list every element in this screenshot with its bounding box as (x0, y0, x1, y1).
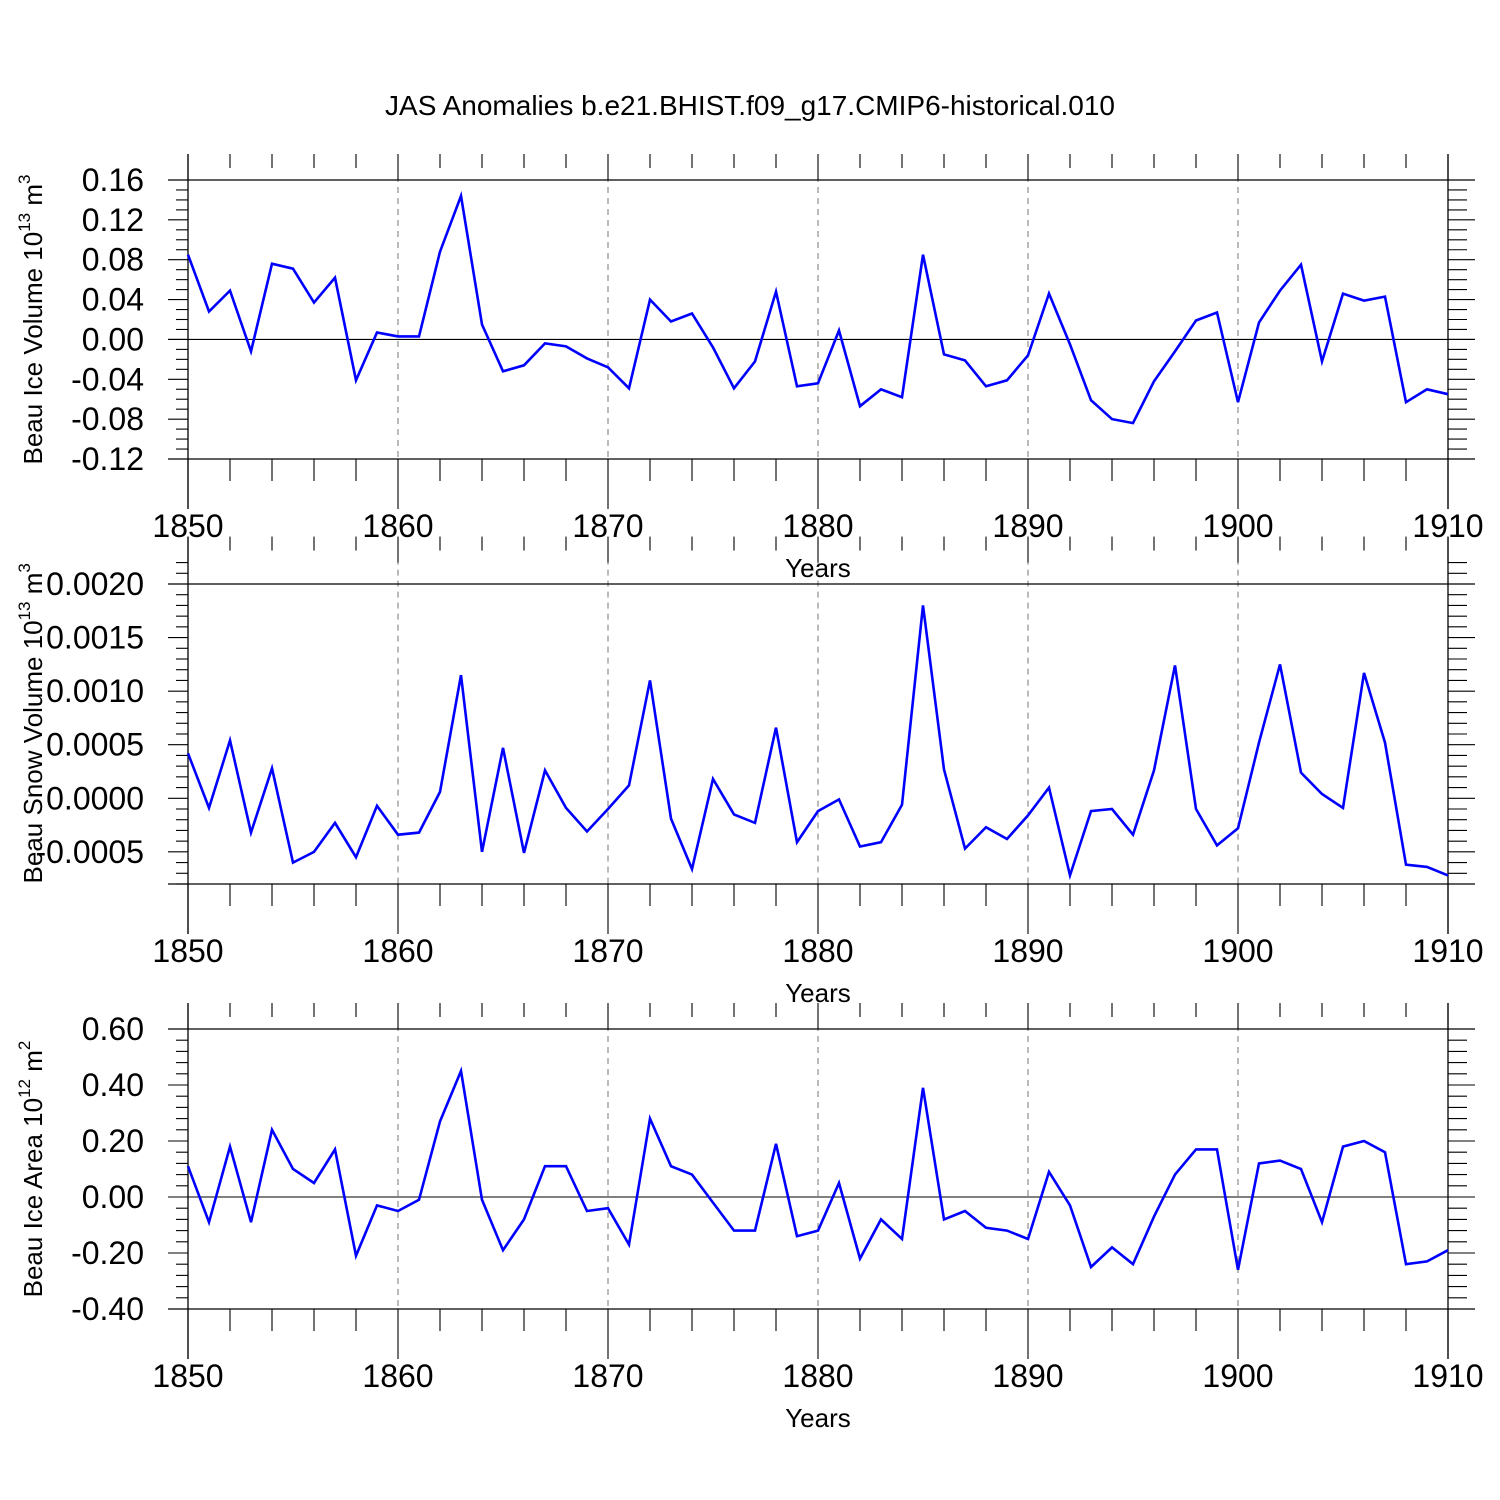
y-axis-title-exponent: 13 (15, 601, 34, 620)
y-tick-label: 0.20 (82, 1123, 144, 1159)
figure-title: JAS Anomalies b.e21.BHIST.f09_g17.CMIP6-… (385, 90, 1115, 121)
y-axis-title-unit-exponent: 2 (15, 1041, 34, 1050)
y-tick-label: 0.0010 (46, 673, 144, 709)
x-tick-label: 1890 (992, 933, 1063, 969)
y-tick-label: 0.0005 (46, 727, 144, 763)
x-axis-title: Years (785, 1403, 851, 1433)
y-axis-title-text: Beau Ice Area 10 (18, 1098, 48, 1297)
y-axis-title: Beau Snow Volume 1013 m3 (15, 563, 48, 883)
x-tick-label: 1850 (152, 933, 223, 969)
y-tick-label: 0.00 (82, 1179, 144, 1215)
y-tick-label: 0.08 (82, 242, 144, 278)
y-axis-title-unit-exponent: 3 (15, 175, 34, 184)
y-axis-title: Beau Ice Area 1012 m2 (15, 1041, 48, 1298)
y-axis-title-unit: m (18, 1050, 48, 1079)
x-tick-label: 1850 (152, 1358, 223, 1394)
y-axis-title-unit: m (18, 573, 48, 602)
y-tick-label: 0.04 (82, 282, 144, 318)
chart-panel-3: -0.40 -0.20 0.00 0.20 0.40 0.60 1850 1860 1870 18… (15, 1003, 1484, 1433)
x-tick-label: 1870 (572, 933, 643, 969)
y-tick-label: -0.0005 (35, 834, 144, 870)
y-tick-label: -0.12 (71, 441, 144, 477)
y-tick-label: 0.16 (82, 162, 144, 198)
y-axis-title: Beau Ice Volume 1013 m3 (15, 175, 48, 465)
y-axis-title-text: Beau Snow Volume 10 (18, 620, 48, 883)
y-tick-label: 0.0000 (46, 780, 144, 816)
x-tick-label: 1880 (782, 1358, 853, 1394)
x-tick-label: 1910 (1412, 1358, 1483, 1394)
x-tick-label: 1900 (1202, 1358, 1273, 1394)
y-tick-label: -0.20 (71, 1235, 144, 1271)
series-line-1 (186, 605, 1449, 881)
y-tick-label: 0.00 (82, 321, 144, 357)
x-tick-label: 1860 (362, 1358, 433, 1394)
y-axis-title-unit-exponent: 3 (15, 563, 34, 572)
x-tick-label: 1890 (992, 1358, 1063, 1394)
y-tick-label: -0.08 (71, 401, 144, 437)
y-tick-label: 0.0015 (46, 620, 144, 656)
x-tick-label: 1900 (1202, 933, 1273, 969)
y-tick-label: 0.60 (82, 1011, 144, 1047)
y-axis-title-exponent: 12 (15, 1079, 34, 1098)
y-tick-label: -0.04 (71, 361, 144, 397)
y-axis-title-text: Beau Ice Volume 10 (18, 232, 48, 465)
x-tick-label: 1860 (362, 933, 433, 969)
y-tick-label: 0.40 (82, 1067, 144, 1103)
chart-panel-2: -0.0005 0.0000 0.0005 0.0010 0.0015 0.0020 185… (15, 536, 1484, 1008)
y-tick-label: 0.0020 (46, 566, 144, 602)
y-tick-label: -0.40 (71, 1291, 144, 1327)
x-tick-label: 1910 (1412, 933, 1483, 969)
y-axis-title-exponent: 13 (15, 213, 34, 232)
y-tick-label: 0.12 (82, 202, 144, 238)
y-axis-title-unit: m (18, 184, 48, 213)
x-tick-label: 1870 (572, 1358, 643, 1394)
x-tick-label: 1880 (782, 933, 853, 969)
